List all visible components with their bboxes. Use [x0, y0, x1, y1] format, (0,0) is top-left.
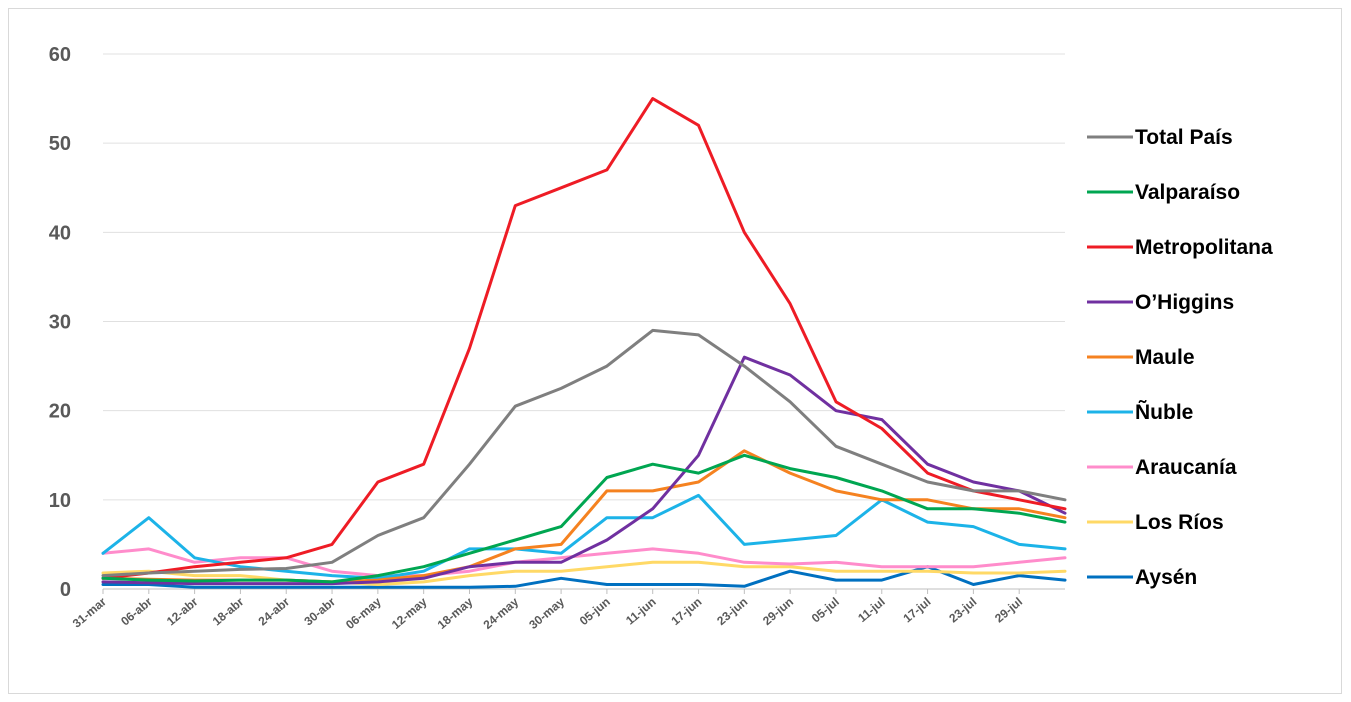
- x-tick-label: 24-abr: [256, 594, 293, 628]
- x-tick-label: 24-may: [481, 594, 522, 632]
- x-tick-label: 06-abr: [118, 594, 155, 628]
- legend-label: Maule: [1135, 346, 1195, 369]
- y-tick-label: 30: [49, 312, 71, 334]
- line-chart: 0 10 20 30 40 50 60 31-mar 06-abr 12-abr 18-abr 24…: [49, 44, 1273, 632]
- x-tick-label: 05-jun: [577, 595, 613, 628]
- x-tick-label: 17-jun: [668, 595, 704, 628]
- y-tick-label: 40: [49, 222, 71, 244]
- legend-label: Los Ríos: [1135, 511, 1224, 534]
- legend-label: Aysén: [1135, 566, 1197, 589]
- legend-label: Valparaíso: [1135, 181, 1240, 204]
- x-tick-label: 12-abr: [164, 594, 201, 628]
- x-tick-label: 23-jul: [946, 595, 979, 626]
- x-tick-label: 05-jul: [809, 595, 842, 626]
- series-line-metropolitana: [101, 97, 1067, 580]
- x-axis: 31-mar 06-abr 12-abr 18-abr 24-abr 30-abr 06-m…: [70, 589, 1025, 632]
- series-line-araucan-a: [101, 547, 1067, 578]
- y-tick-label: 20: [49, 401, 71, 423]
- y-tick-label: 50: [49, 133, 71, 155]
- legend-label: Araucanía: [1135, 456, 1237, 479]
- series-line-total-pa-s: [101, 328, 1067, 578]
- x-tick-label: 12-may: [389, 594, 430, 632]
- series-lines: [101, 97, 1067, 589]
- legend-label: Total País: [1135, 126, 1233, 149]
- x-tick-label: 31-mar: [70, 594, 109, 630]
- series-line-ays-n: [101, 565, 1067, 589]
- legend-label: Ñuble: [1135, 401, 1193, 424]
- legend-label: Metropolitana: [1135, 236, 1273, 259]
- x-tick-label: 11-jul: [855, 595, 888, 625]
- y-tick-label: 10: [49, 490, 71, 512]
- series-line-valpara-so: [101, 453, 1067, 584]
- legend: Total País Valparaíso Metropolitana O’Higgi…: [1087, 126, 1273, 589]
- x-tick-label: 29-jun: [760, 595, 796, 628]
- x-tick-label: 11-jun: [623, 595, 659, 628]
- series-line-o-higgins: [101, 355, 1067, 586]
- y-axis: 0 10 20 30 40 50 60: [49, 44, 71, 601]
- legend-label: O’Higgins: [1135, 291, 1234, 314]
- chart-frame: 0 10 20 30 40 50 60 31-mar 06-abr 12-abr 18-abr 24…: [8, 8, 1342, 694]
- x-tick-label: 17-jul: [900, 595, 933, 626]
- x-tick-label: 18-abr: [210, 594, 247, 628]
- gridlines: [103, 53, 1065, 590]
- y-tick-label: 0: [60, 579, 71, 601]
- x-tick-label: 23-jun: [714, 595, 750, 628]
- x-tick-label: 06-may: [343, 594, 384, 632]
- y-tick-label: 60: [49, 44, 71, 66]
- series-line-los-r-os: [101, 560, 1067, 586]
- x-tick-label: 29-jul: [992, 595, 1025, 626]
- x-tick-label: 18-may: [435, 594, 476, 632]
- x-tick-label: 30-abr: [301, 594, 338, 628]
- x-tick-label: 30-may: [526, 594, 567, 632]
